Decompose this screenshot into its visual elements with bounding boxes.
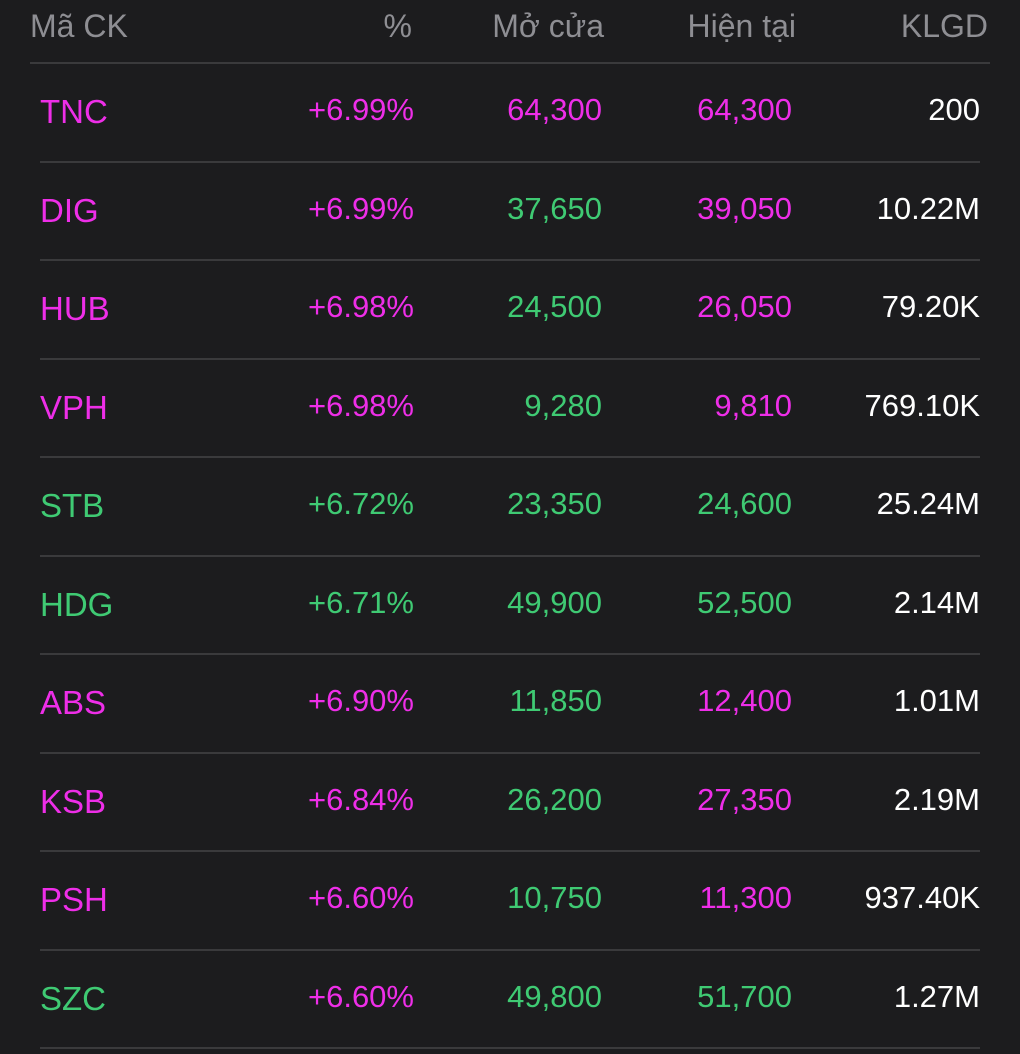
- current-price: 39,050: [697, 190, 792, 226]
- percent-change: +6.60%: [307, 978, 414, 1014]
- header-open-price[interactable]: Mở cửa: [492, 8, 604, 44]
- stock-symbol: PSH: [40, 881, 108, 918]
- table-row[interactable]: TNC +6.99% 64,300 64,300 200: [0, 64, 1020, 163]
- stock-symbol: VPH: [40, 388, 108, 426]
- header-divider: [30, 62, 990, 64]
- open-price: 9,280: [524, 387, 602, 423]
- trading-volume: 79.20K: [881, 289, 980, 324]
- trading-volume: 2.14M: [893, 584, 980, 620]
- open-price: 64,300: [507, 92, 602, 127]
- open-price: 24,500: [507, 289, 602, 324]
- current-price: 27,350: [697, 781, 792, 817]
- percent-change: +6.60%: [307, 880, 414, 915]
- stock-symbol: DIG: [40, 191, 99, 229]
- trading-volume: 1.27M: [893, 978, 980, 1014]
- stock-symbol: HUB: [40, 290, 110, 327]
- percent-change: +6.99%: [307, 190, 414, 226]
- current-price: 51,700: [697, 978, 792, 1014]
- open-price: 49,900: [507, 584, 602, 620]
- current-price: 64,300: [697, 92, 792, 127]
- stock-symbol: SZC: [40, 979, 106, 1017]
- percent-change: +6.72%: [307, 486, 414, 521]
- stock-symbol: HDG: [40, 585, 114, 623]
- stock-symbol: TNC: [40, 93, 108, 130]
- current-price: 12,400: [697, 683, 792, 718]
- trading-volume: 10.22M: [876, 190, 980, 226]
- percent-change: +6.84%: [307, 781, 414, 817]
- stock-symbol: ABS: [40, 684, 107, 721]
- header-percent[interactable]: %: [383, 8, 412, 44]
- open-price: 11,850: [509, 683, 602, 718]
- stock-symbol: KSB: [40, 782, 107, 820]
- table-row[interactable]: ABS +6.90% 11,850 12,400 1.01M: [0, 655, 1020, 754]
- current-price: 26,050: [697, 289, 792, 324]
- trading-volume: 769.10K: [864, 387, 981, 423]
- current-price: 52,500: [697, 584, 792, 620]
- stock-symbol: STB: [40, 487, 105, 524]
- table-row[interactable]: PSH +6.60% 10,750 11,300 937.40K: [0, 852, 1020, 951]
- open-price: 10,750: [507, 880, 602, 915]
- header-current-price[interactable]: Hiện tại: [687, 8, 797, 44]
- table-row[interactable]: SZC +6.60% 49,800 51,700 1.27M: [0, 951, 1020, 1050]
- current-price: 24,600: [697, 486, 792, 521]
- trading-volume: 2.19M: [893, 781, 980, 817]
- table-row[interactable]: VPH +6.98% 9,280 9,810 769.10K: [0, 360, 1020, 459]
- percent-change: +6.98%: [307, 289, 414, 324]
- table-row[interactable]: DIG +6.99% 37,650 39,050 10.22M: [0, 163, 1020, 262]
- header-symbol[interactable]: Mã CK: [30, 8, 128, 44]
- open-price: 23,350: [507, 486, 602, 521]
- table-row[interactable]: HUB +6.98% 24,500 26,050 79.20K: [0, 261, 1020, 360]
- percent-change: +6.99%: [307, 92, 414, 127]
- table-body: TNC +6.99% 64,300 64,300 200 DIG +6.99% 37,650 3…: [0, 64, 1020, 1049]
- open-price: 37,650: [507, 190, 602, 226]
- table-row[interactable]: STB +6.72% 23,350 24,600 25.24M: [0, 458, 1020, 557]
- trading-volume: 937.40K: [864, 880, 981, 915]
- table-row[interactable]: HDG +6.71% 49,900 52,500 2.14M: [0, 557, 1020, 656]
- trading-volume: 1.01M: [893, 683, 980, 718]
- percent-change: +6.90%: [307, 683, 414, 718]
- open-price: 49,800: [507, 978, 602, 1014]
- percent-change: +6.71%: [307, 584, 414, 620]
- current-price: 11,300: [699, 880, 792, 915]
- open-price: 26,200: [507, 781, 602, 817]
- trading-volume: 200: [928, 92, 980, 127]
- trading-volume: 25.24M: [876, 486, 980, 521]
- header-volume[interactable]: KLGD: [900, 8, 988, 44]
- table-row[interactable]: KSB +6.84% 26,200 27,350 2.19M: [0, 754, 1020, 853]
- percent-change: +6.98%: [307, 387, 414, 423]
- current-price: 9,810: [714, 387, 792, 423]
- table-header: Mã CK % Mở cửa Hiện tại KLGD: [0, 0, 1020, 62]
